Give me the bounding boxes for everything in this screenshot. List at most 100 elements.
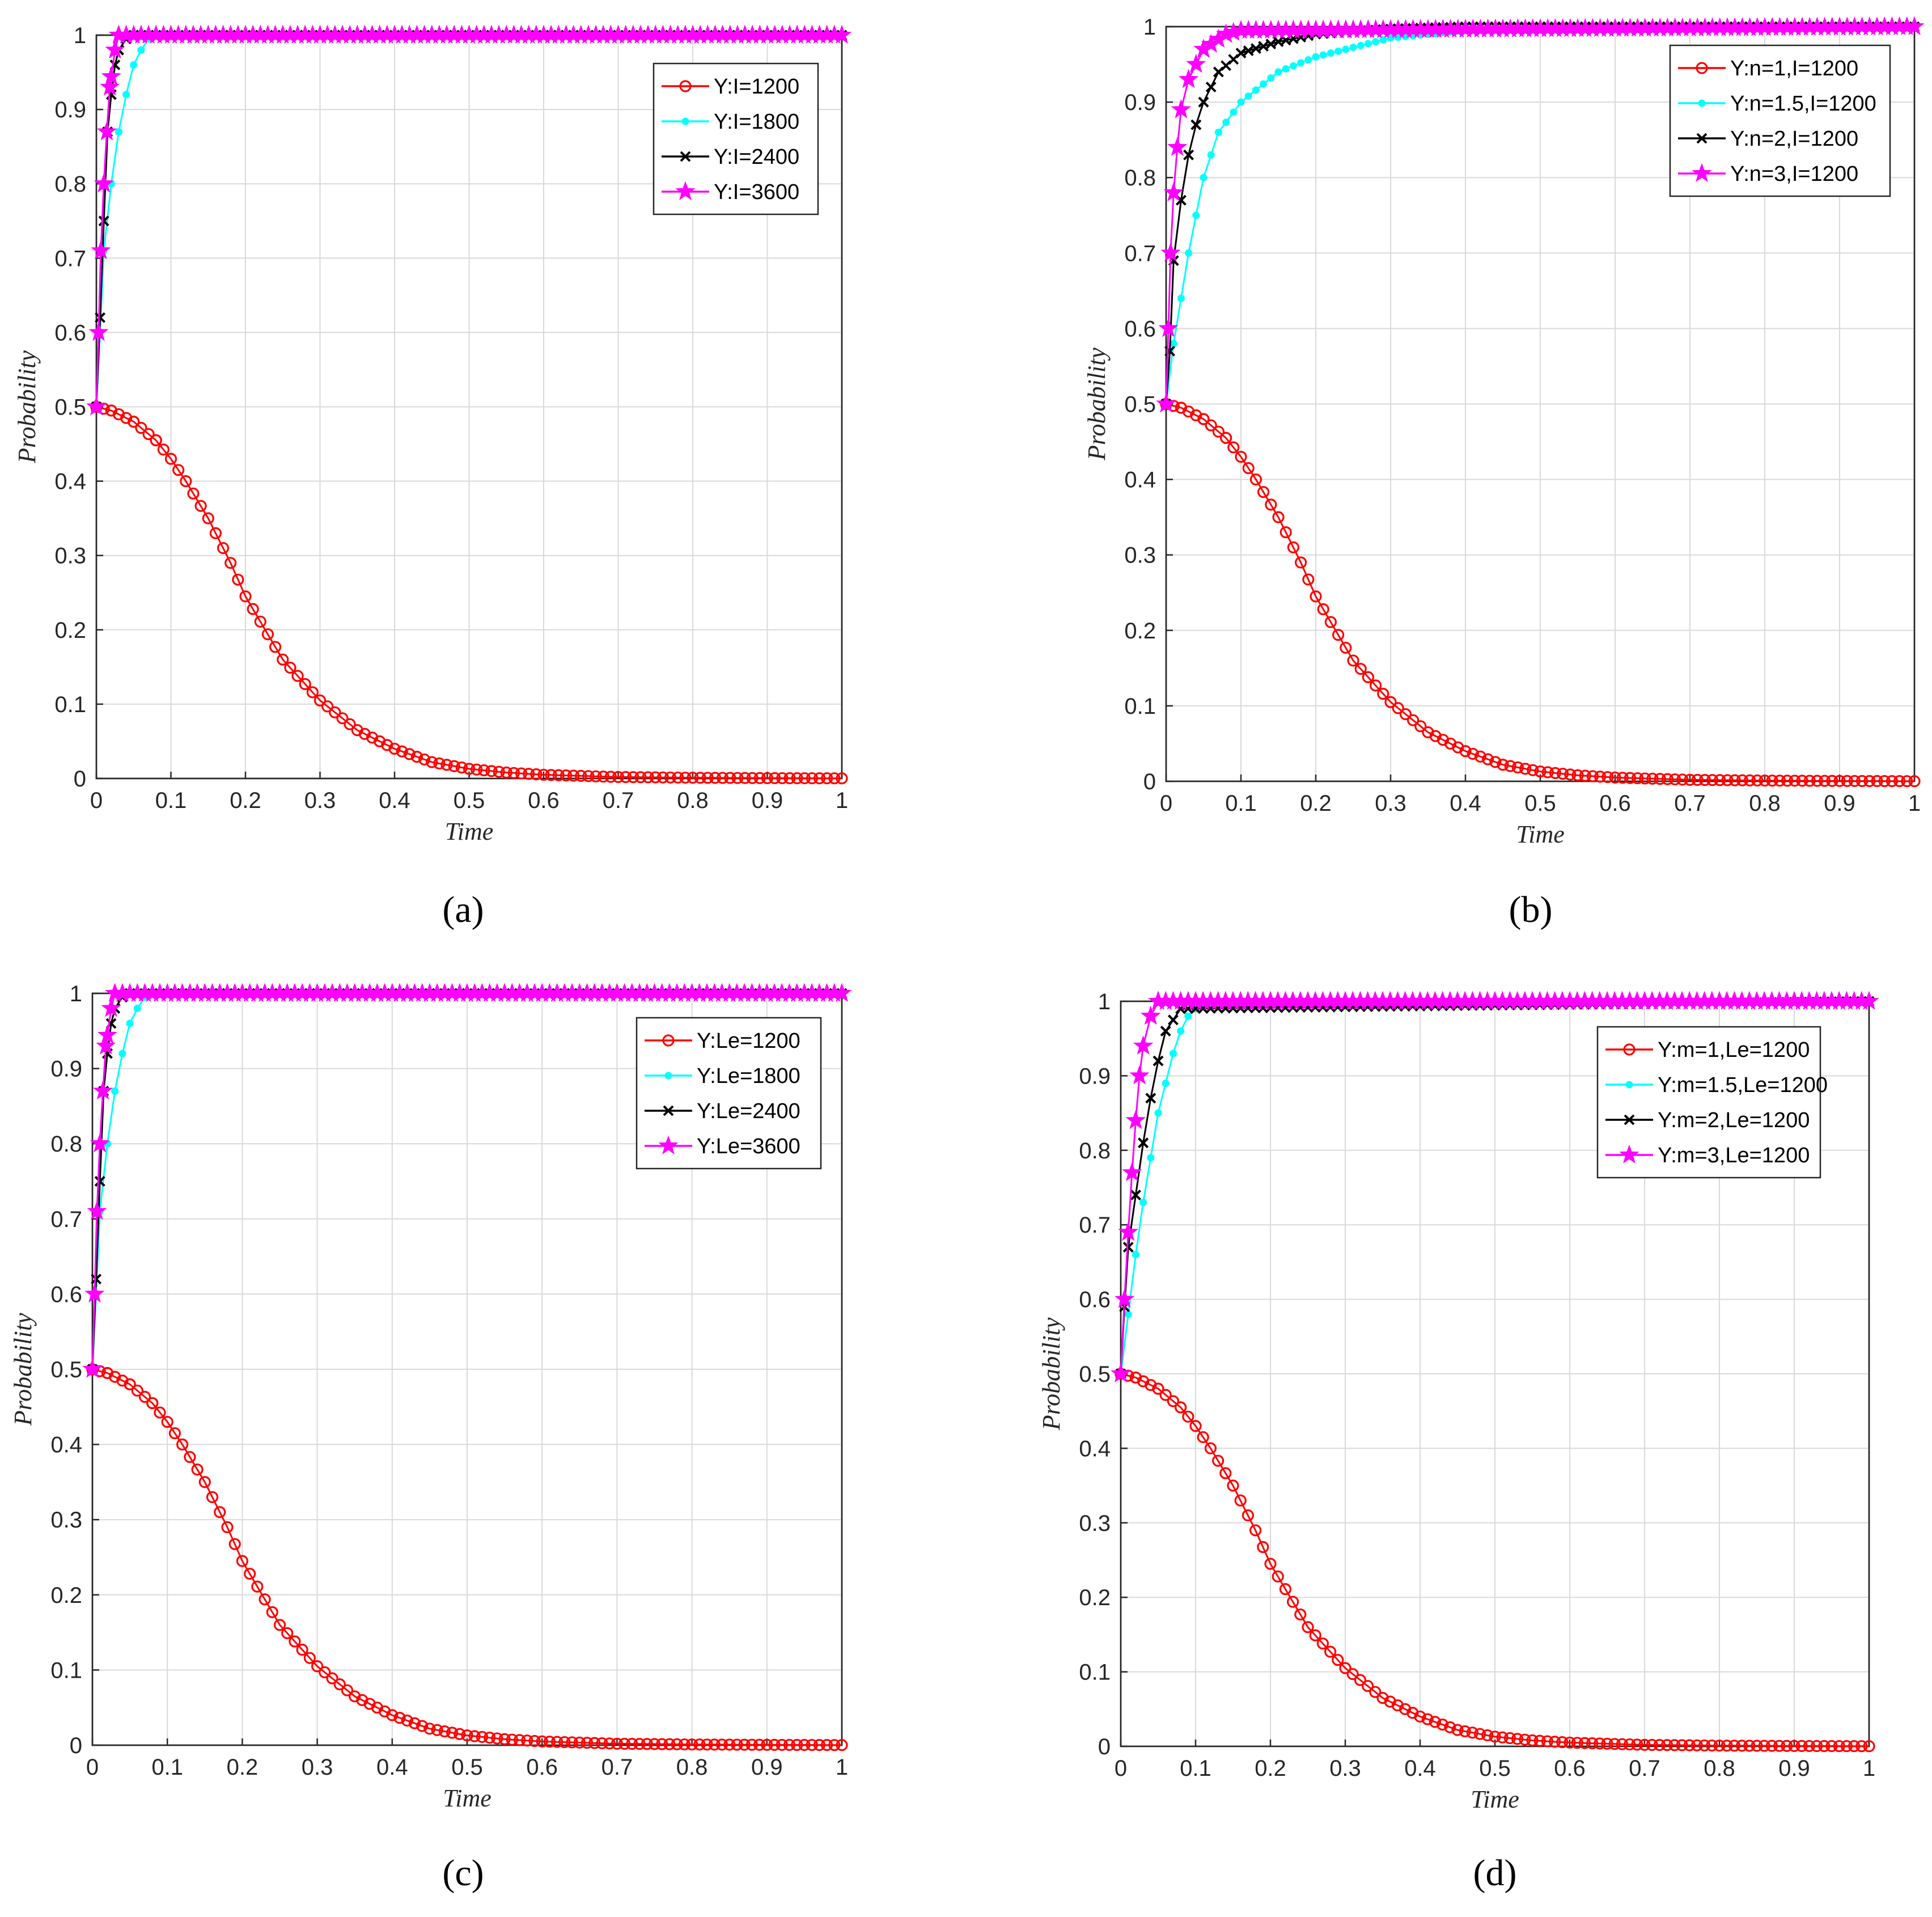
data-point [806,772,819,785]
data-point [776,772,789,785]
x-tick-label: 0.8 [677,788,709,813]
data-point [1159,1389,1172,1401]
data-point [1294,1608,1307,1621]
x-tick-label: 0.5 [1479,1756,1511,1781]
x-tick-label: 0.8 [1749,791,1781,816]
x-tick-label: 0.7 [1674,791,1706,816]
data-point [581,1737,594,1749]
data-point [1387,34,1395,42]
data-point [1171,99,1191,119]
data-point [1272,1570,1284,1583]
data-point [536,1735,548,1747]
series-4 [1111,991,1879,1382]
data-point [1795,1740,1808,1752]
y-tick-label: 0.9 [50,1057,82,1082]
data-point [1690,1739,1703,1751]
x-tick-label: 0.6 [1599,791,1631,816]
data-point [1789,775,1801,787]
legend-entry: Y:Le=2400 [697,1099,800,1123]
data-point [1272,511,1285,523]
data-point [1242,1509,1254,1522]
legend-swatch-marker [662,1034,675,1047]
data-point [521,1734,533,1747]
data-point [1237,98,1245,106]
chart-panel-c: 0 0.1 0.2 0.3 0.4 0.5 0.6 0.7 0.8 0.9 1 0 0.1 0.2 0.3 0… [9,981,852,1894]
data-point [122,91,130,99]
data-point [821,772,833,785]
data-point [1342,45,1350,53]
data-point [1833,1740,1845,1753]
data-point [1198,96,1209,108]
data-point [1541,766,1554,778]
data-point [1257,486,1270,498]
data-point [329,706,341,718]
data-point [506,1733,518,1746]
data-point [403,748,416,760]
data-point [1511,1733,1524,1745]
data-point [500,766,512,779]
y-tick-label: 0.5 [50,1357,82,1382]
data-point [273,1619,286,1631]
data-point [1608,1738,1621,1750]
data-point [1249,1524,1262,1537]
data-point [596,1737,608,1750]
data-point [1310,590,1322,603]
y-tick-label: 0.6 [54,320,86,345]
y-axis-label: Probability [13,350,41,464]
y-tick-label: 0.2 [54,618,86,643]
x-tick-label: 0.9 [752,788,783,813]
data-point [478,764,490,777]
x-tick-label: 0.1 [151,1755,183,1780]
data-point [1347,654,1359,667]
x-tick-label: 0.3 [1375,791,1406,816]
y-tick-label: 0.1 [1079,1660,1111,1685]
data-point [1564,1736,1576,1749]
data-point [1856,775,1869,788]
data-point [214,1506,226,1518]
data-point [96,121,117,141]
data-point [724,772,736,784]
data-point [416,1720,429,1732]
data-point [1631,1738,1643,1751]
data-point [1274,68,1282,76]
legend-entry: Y:I=1200 [714,75,799,99]
chart-panel-d: 0 0.1 0.2 0.3 0.4 0.5 0.6 0.7 0.8 0.9 1 0 0.1 0.2 0.3 0… [1037,989,1879,1894]
data-point [92,1080,113,1100]
data-point [1163,182,1184,201]
x-tick-label: 0 [1160,791,1172,816]
data-point [1122,1162,1142,1182]
chart-panel-b: 0 0.1 0.2 0.3 0.4 0.5 0.6 0.7 0.8 0.9 1 0 0.1 0.2 0.3 0… [1083,15,1925,930]
data-point [1258,41,1269,52]
x-tick-label: 0 [90,788,103,813]
x-tick-label: 0.7 [603,788,634,813]
data-point [618,1737,631,1750]
panel-caption: (d) [1473,1852,1517,1894]
data-point [1758,1740,1770,1752]
data-point [1459,1725,1471,1738]
legend: Y:n=1,I=1200 Y:n=1.5,I=1200 Y:n=2,I=1200 Y:… [1669,44,1891,197]
data-point [1556,1736,1569,1749]
legend-entry: Y:Le=3600 [697,1135,800,1158]
data-point [1125,1110,1146,1129]
legend-entry: Y:I=3600 [714,180,799,204]
y-tick-label: 0.4 [1124,468,1156,493]
data-point [1773,775,1786,787]
data-point [1334,47,1342,55]
data-point [567,769,580,782]
data-point [731,1738,743,1751]
data-point [1668,1739,1681,1751]
data-point [386,1709,399,1721]
data-point [545,769,557,781]
data-point [798,772,811,785]
x-axis-label: Time [1516,820,1565,848]
data-point [1158,318,1179,337]
data-point [1130,1190,1141,1201]
data-point [1429,1716,1441,1728]
data-point [1312,53,1320,61]
x-tick-label: 0.3 [302,1755,333,1780]
data-point [813,1739,825,1751]
data-point [1230,108,1238,116]
data-point [115,128,122,136]
data-point [1392,702,1404,714]
legend-swatch-marker [1696,133,1708,144]
